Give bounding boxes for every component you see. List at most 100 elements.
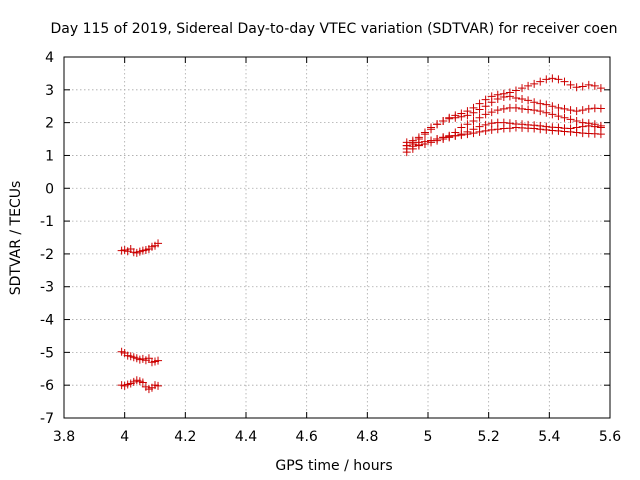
- x-tick-label: 4.4: [235, 429, 257, 445]
- y-tick-label: -4: [40, 313, 54, 329]
- data-point: [518, 120, 527, 129]
- data-point: [536, 77, 545, 86]
- y-axis-label: SDTVAR / TECUs: [8, 181, 24, 296]
- data-points: [117, 74, 605, 394]
- data-point: [560, 113, 569, 122]
- data-point: [542, 75, 551, 84]
- data-point: [536, 121, 545, 130]
- data-point: [518, 95, 527, 104]
- data-point: [433, 120, 442, 129]
- data-point: [542, 122, 551, 131]
- data-point: [596, 121, 605, 130]
- data-point: [578, 82, 587, 91]
- y-tick-label: 4: [45, 50, 54, 66]
- data-point: [433, 135, 442, 144]
- y-tick-label: -3: [40, 280, 54, 296]
- data-point: [584, 80, 593, 89]
- data-point: [439, 116, 448, 125]
- data-point: [402, 141, 411, 150]
- x-tick-label: 5.4: [538, 429, 560, 445]
- data-point: [542, 108, 551, 117]
- data-point: [530, 79, 539, 88]
- data-point: [536, 99, 545, 108]
- data-point: [566, 106, 575, 115]
- x-tick-label: 4: [120, 429, 129, 445]
- y-tick-label: -2: [40, 247, 54, 263]
- data-point: [427, 136, 436, 145]
- data-point: [524, 81, 533, 90]
- data-point: [596, 84, 605, 93]
- data-point: [481, 120, 490, 129]
- y-tick-label: -1: [40, 214, 54, 230]
- x-tick-label: 4.2: [174, 429, 196, 445]
- data-point: [554, 75, 563, 84]
- data-point: [518, 104, 527, 113]
- data-point: [505, 119, 514, 128]
- data-point: [457, 123, 466, 132]
- data-point: [487, 108, 496, 117]
- x-tick-label: 4.8: [356, 429, 378, 445]
- data-point: [451, 111, 460, 120]
- series-late-1: [402, 123, 605, 157]
- data-point: [138, 378, 147, 387]
- data-point: [463, 127, 472, 136]
- data-point: [530, 121, 539, 130]
- series-early-c: [117, 376, 163, 394]
- data-point: [154, 356, 163, 365]
- data-point: [420, 137, 429, 146]
- data-point: [427, 125, 436, 134]
- data-point: [548, 74, 557, 83]
- data-point: [481, 95, 490, 104]
- data-point: [463, 107, 472, 116]
- y-tick-label: 1: [45, 148, 54, 164]
- data-point: [524, 96, 533, 105]
- chart-title: Day 115 of 2019, Sidereal Day-to-day VTE…: [51, 21, 618, 37]
- series-late-2: [402, 118, 605, 153]
- series-late-4: [402, 92, 605, 147]
- data-point: [511, 86, 520, 95]
- data-point: [463, 120, 472, 129]
- data-point: [578, 106, 587, 115]
- data-point: [566, 115, 575, 124]
- y-tick-label: -7: [40, 411, 54, 427]
- y-tick-labels: -7 -6 -5 -4 -3 -2 -1 0 1 2 3 4: [40, 50, 54, 427]
- data-point: [584, 104, 593, 113]
- data-point: [554, 123, 563, 132]
- data-point: [518, 84, 527, 93]
- series-early-a: [117, 239, 163, 257]
- data-point: [493, 90, 502, 99]
- data-point: [542, 100, 551, 109]
- grid-lines: [64, 57, 610, 418]
- data-point: [505, 88, 514, 97]
- data-point: [578, 118, 587, 127]
- y-tick-label: -5: [40, 345, 54, 361]
- data-point: [548, 102, 557, 111]
- data-point: [487, 92, 496, 101]
- data-point: [487, 119, 496, 128]
- data-point: [408, 138, 417, 147]
- data-point: [493, 106, 502, 115]
- data-point: [445, 113, 454, 122]
- data-point: [469, 116, 478, 125]
- plot-frame: [63, 56, 611, 419]
- data-point: [554, 103, 563, 112]
- data-point: [154, 381, 163, 390]
- data-point: [511, 94, 520, 103]
- series-late-5: [402, 74, 605, 150]
- data-point: [154, 239, 163, 248]
- x-tick-labels: 3.8 4 4.2 4.4 4.6 4.8 5 5.2 5.4 5.6: [53, 429, 621, 445]
- data-point: [481, 110, 490, 119]
- data-point: [530, 106, 539, 115]
- data-point: [548, 110, 557, 119]
- data-point: [414, 135, 423, 144]
- data-point: [499, 104, 508, 113]
- data-point: [524, 105, 533, 114]
- data-point: [590, 81, 599, 90]
- data-point: [511, 103, 520, 112]
- data-point: [572, 83, 581, 92]
- y-tick-label: -6: [40, 378, 54, 394]
- data-point: [469, 125, 478, 134]
- data-point: [566, 124, 575, 133]
- data-point: [596, 104, 605, 113]
